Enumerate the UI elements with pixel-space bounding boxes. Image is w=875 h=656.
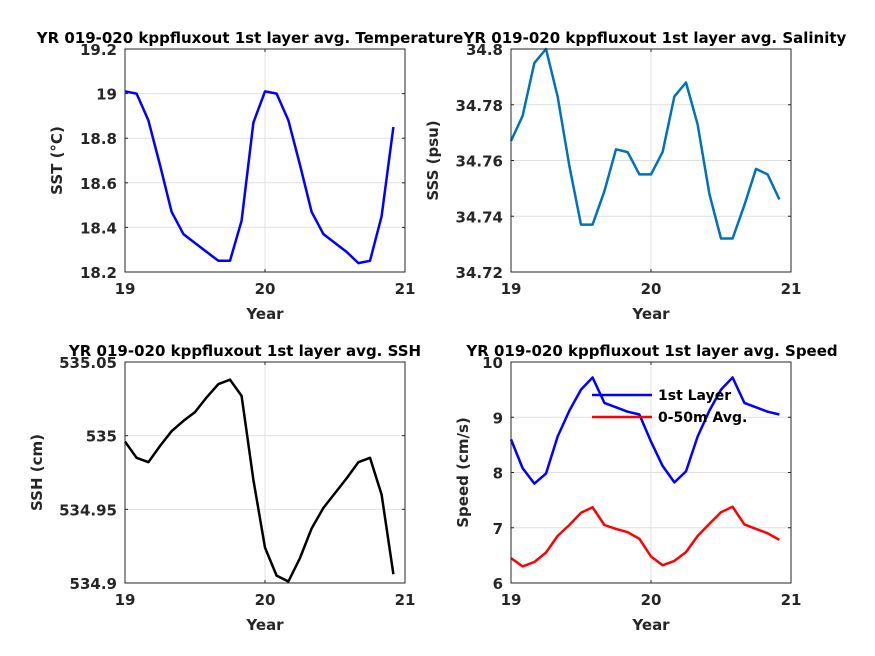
y-axis-label: SSH (cm) (28, 434, 46, 511)
y-tick-label: 534.95 (59, 501, 117, 519)
y-tick-label: 34.72 (456, 264, 503, 282)
series-line-1 (509, 376, 780, 485)
legend-label-1: 1st Layer (658, 388, 731, 404)
chart-title: YR 019-020 kppfluxout 1st layer avg. Spe… (465, 342, 837, 360)
x-tick-label: 20 (641, 591, 662, 609)
x-tick-label: 20 (255, 280, 276, 298)
y-axis-label: Speed (cm/s) (454, 417, 472, 528)
y-tick-label: 9 (493, 409, 503, 427)
y-tick-label: 34.76 (456, 153, 503, 171)
y-tick-label: 34.78 (456, 97, 503, 115)
y-tick-label: 18.2 (80, 264, 117, 282)
chart-title: YR 019-020 kppfluxout 1st layer avg. Sal… (463, 29, 847, 47)
chart-title: YR 019-020 kppfluxout 1st layer avg. SSH (68, 342, 421, 360)
x-tick-label: 20 (641, 280, 662, 298)
legend: 1st Layer 0-50m Avg. (592, 388, 747, 426)
x-tick-label: 19 (115, 280, 136, 298)
x-axis-label: Year (631, 305, 670, 323)
y-tick-label: 18.4 (80, 219, 117, 237)
y-tick-label: 19 (96, 86, 117, 104)
legend-label-2: 0-50m Avg. (658, 410, 747, 426)
x-tick-label: 21 (781, 591, 802, 609)
x-tick-label: 21 (395, 280, 416, 298)
y-tick-label: 34.8 (466, 41, 503, 59)
series-line-2 (510, 505, 781, 568)
x-axis-label: Year (631, 616, 670, 634)
x-tick-label: 20 (255, 591, 276, 609)
chart-panel-3: 19 20 21 534.9 534.95 535 535.05 Year SSH (cm) YR… (28, 342, 421, 634)
series-line-1 (124, 90, 395, 265)
y-tick-label: 535 (86, 428, 117, 446)
x-axis-label: Year (245, 305, 284, 323)
x-tick-label: 19 (501, 591, 522, 609)
series-line-1 (509, 47, 781, 240)
x-axis-label: Year (245, 616, 284, 634)
y-tick-label: 8 (493, 465, 503, 483)
chart-panel-2: 19 20 21 34.72 34.74 34.76 34.78 34.8 Year SSS (p… (424, 29, 847, 323)
y-tick-label: 534.9 (70, 575, 117, 593)
x-tick-label: 21 (395, 591, 416, 609)
y-axis-label: SST (°C) (48, 126, 66, 195)
x-tick-label: 21 (781, 280, 802, 298)
y-tick-label: 19.2 (80, 41, 117, 59)
y-tick-label: 535.05 (59, 354, 117, 372)
y-tick-label: 10 (482, 354, 503, 372)
y-axis-label: SSS (psu) (424, 120, 442, 200)
y-tick-label: 34.74 (456, 208, 503, 226)
y-tick-label: 18.8 (80, 130, 117, 148)
x-tick-label: 19 (501, 280, 522, 298)
y-tick-label: 7 (493, 520, 503, 538)
y-tick-label: 18.6 (80, 175, 117, 193)
chart-title: YR 019-020 kppfluxout 1st layer avg. Tem… (36, 29, 464, 47)
y-tick-label: 6 (493, 575, 503, 593)
x-tick-label: 19 (115, 591, 136, 609)
chart-panel-4: 19 20 21 6 7 8 9 10 Year Speed (cm/s) YR 019-020 k… (454, 342, 838, 634)
series-line-1 (123, 378, 395, 583)
chart-panel-1: 19 20 21 18.2 18.4 18.6 18.8 19 19.2 Year SST (°C)… (36, 29, 464, 323)
